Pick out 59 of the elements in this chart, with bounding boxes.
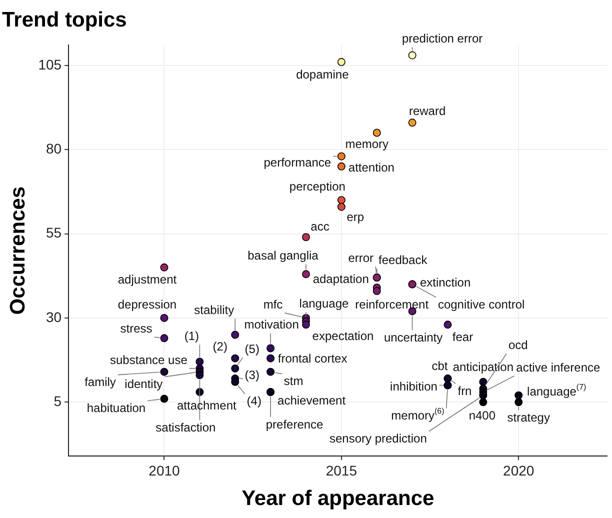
annotation: uncertainty [384,330,443,345]
annotation: habituation [86,401,146,416]
annotation: mfc [263,297,283,312]
annotation: depression [118,297,177,312]
y-tick-label: 80 [46,140,62,156]
annotation: stress [120,321,152,336]
y-tick-label: 30 [46,308,62,325]
annotation: family [84,375,116,390]
annotation: prediction error [402,32,483,46]
annotation: attention [348,160,394,175]
annotation: frn [458,384,472,398]
chart-title: Trend topics [2,8,127,32]
annotation: reinforcement [355,297,430,312]
annotation: inhibition [390,380,438,394]
annotation: memory [345,137,389,152]
annotation: (4) [246,394,262,408]
annotation: (5) [244,342,260,356]
annotation: stability [194,303,234,318]
annotation: cbt [432,358,448,373]
annotation: active inference [516,360,601,374]
y-tick-label: 5 [54,392,62,409]
x-tick-label: 2020 [503,462,534,478]
annotation: fear [452,330,474,344]
annotation: identity [124,377,163,392]
annotation: reward [408,104,446,118]
annotation: adaptation [312,272,369,286]
annotation: strategy [507,410,550,424]
annotation: extinction [420,276,471,290]
annotation: erp [346,210,364,224]
annotation: frontal cortex [278,352,348,366]
annotation: basal ganglia [248,248,319,262]
annotation: feedback [378,252,428,267]
x-tick-label: 2010 [148,462,180,478]
annotation: performance [264,156,332,170]
annotation: stm [284,374,304,388]
x-axis-title: Year of appearance [242,487,434,510]
annotation: achievement [278,393,346,408]
annotation: acc [310,219,330,234]
annotation: substance use [110,352,188,367]
annotation: expectation [312,328,374,343]
annotation: n400 [468,408,496,422]
annotation: language [299,296,350,311]
annotation: satisfaction [156,420,216,434]
annotation: perception [289,179,346,194]
x-tick-label: 2015 [326,462,358,478]
annotation: (2) [212,340,228,354]
annotation: adjustment [118,272,178,287]
annotation: (3) [244,368,260,382]
annotation: (1) [184,329,200,344]
annotation: dopamine [296,67,350,82]
annotation: error [348,250,374,265]
y-axis-title: Occurrences [6,186,30,315]
annotation: preference [266,417,324,432]
annotation: motivation [244,318,299,332]
y-tick-label: 105 [38,56,62,72]
annotation: cognitive control [438,298,525,312]
annotation: ocd [508,338,528,352]
y-tick-label: 55 [46,224,62,241]
annotation: sensory prediction [329,432,427,446]
